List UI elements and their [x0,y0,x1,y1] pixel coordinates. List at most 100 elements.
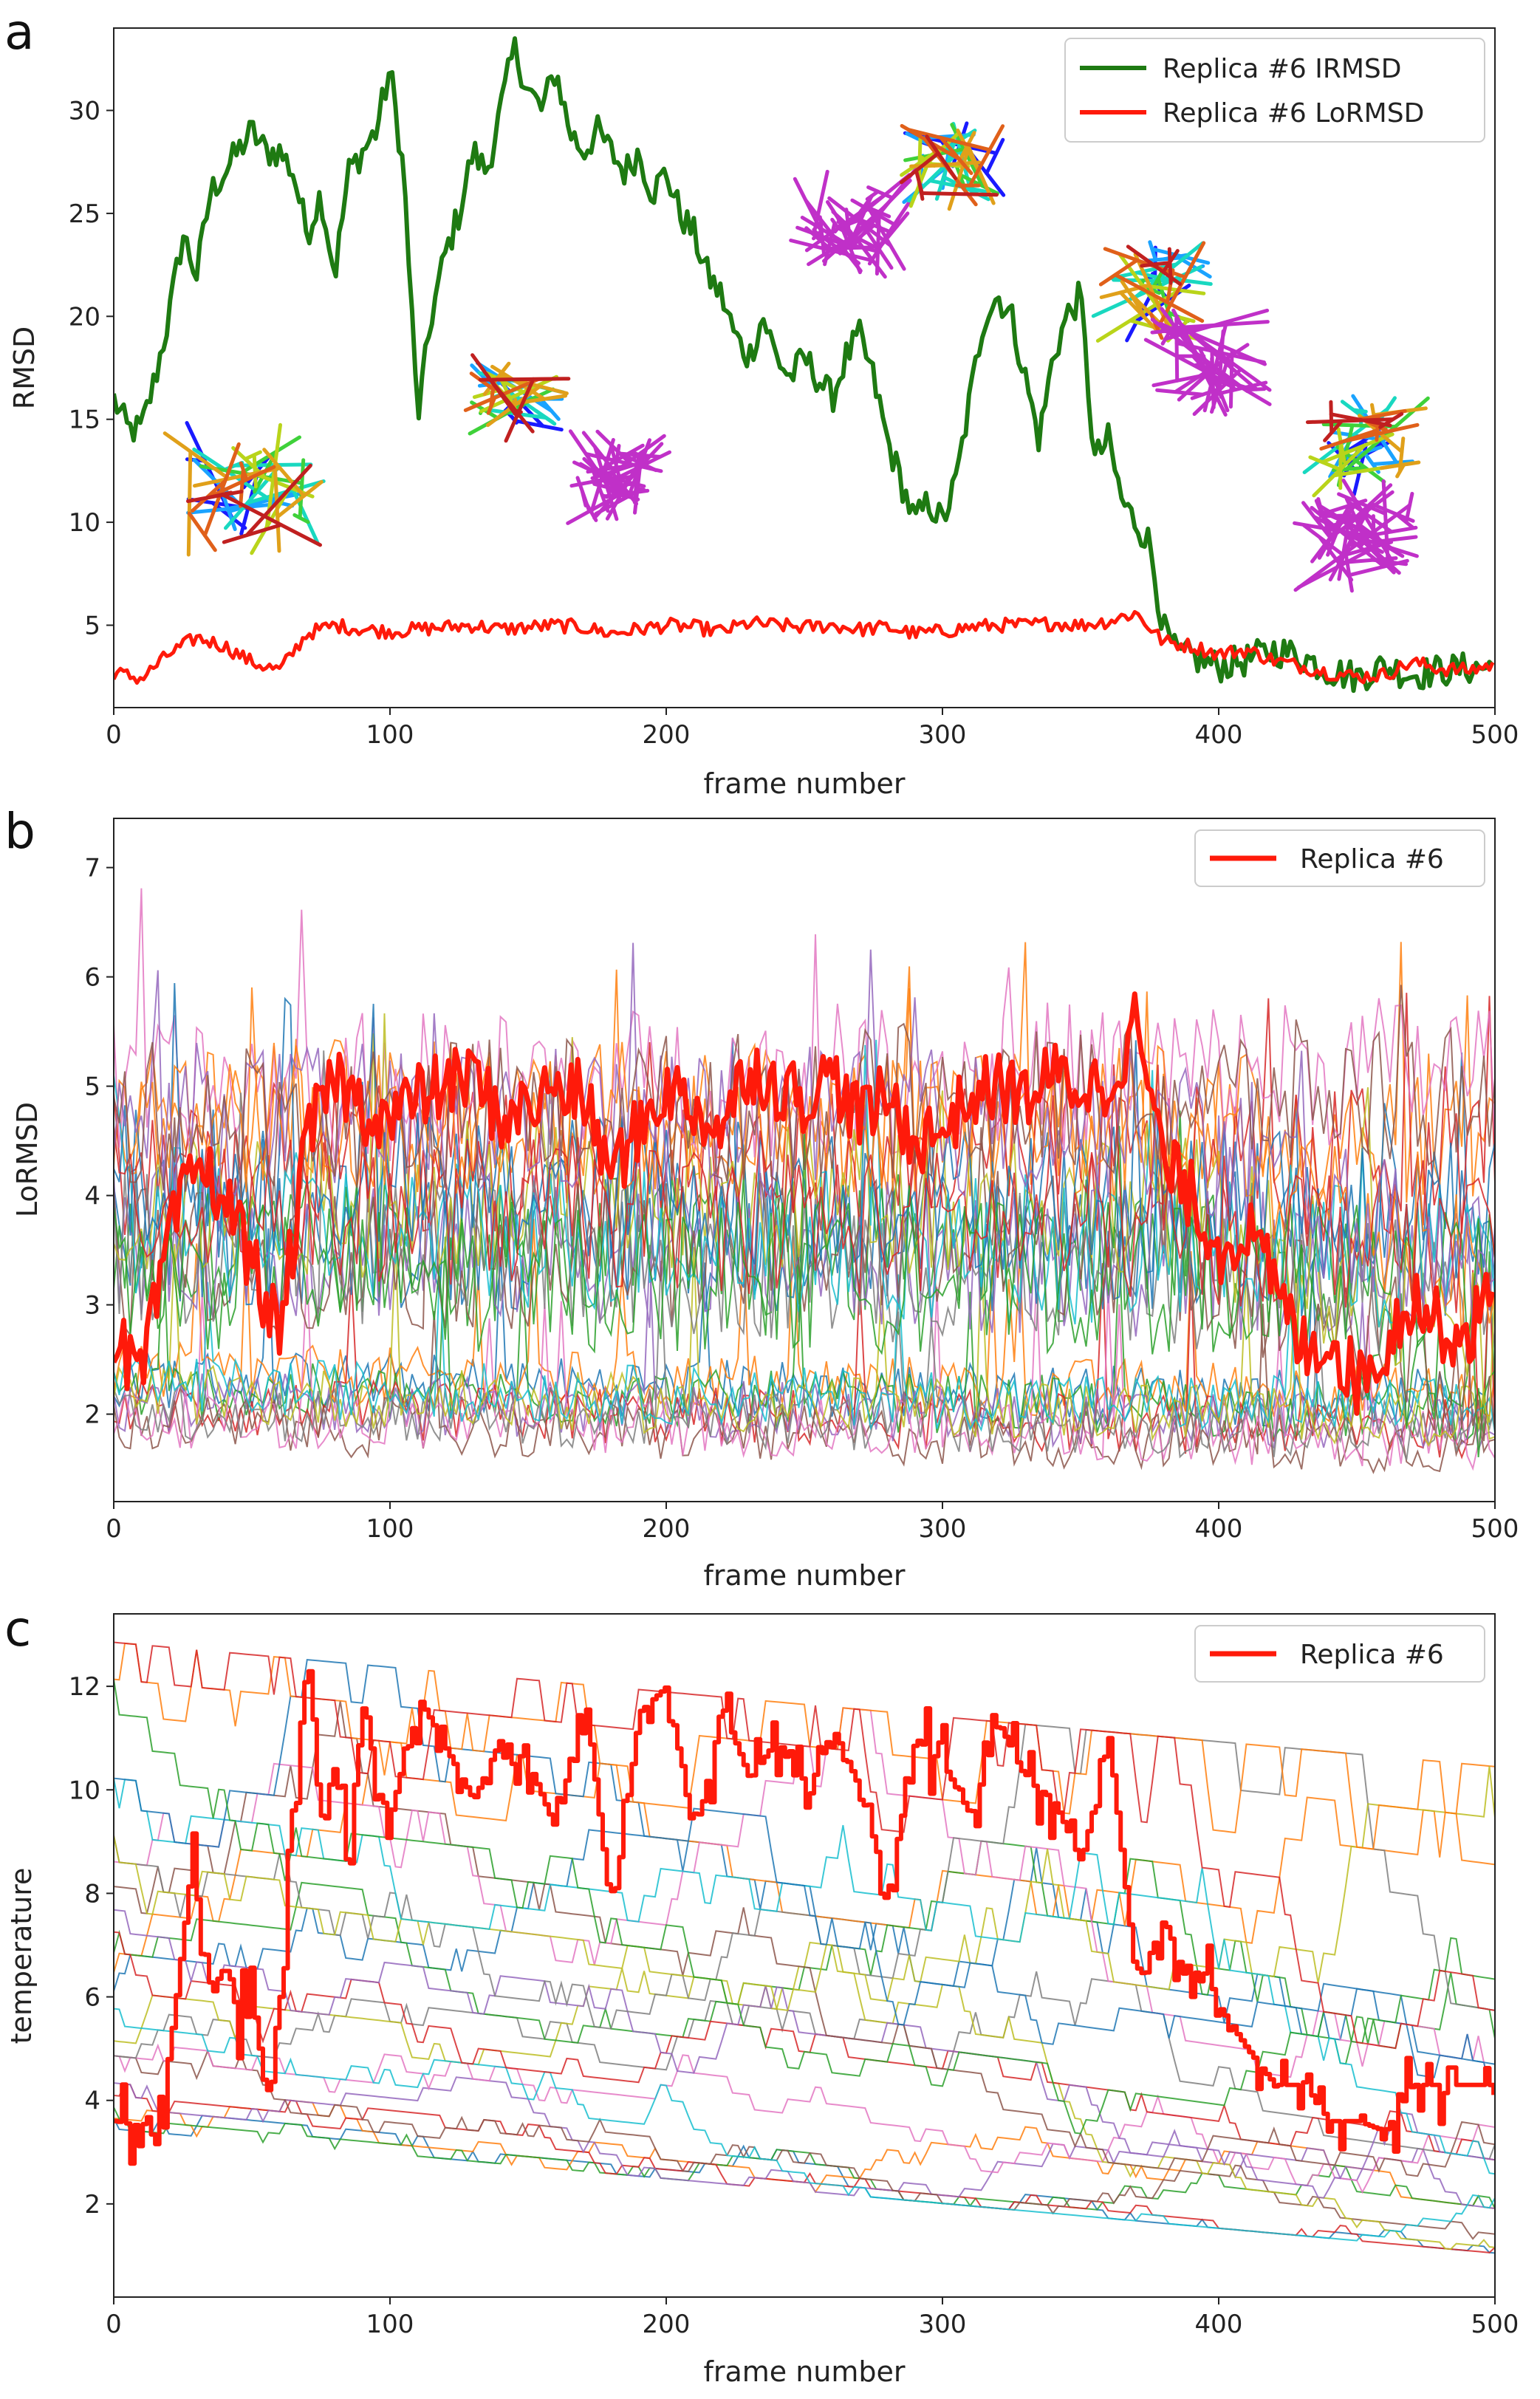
panel-b-legend: Replica #6 [1194,829,1485,887]
x-tick-label: 200 [643,1514,691,1544]
structure-segment [906,128,992,152]
structure-segment [1113,273,1205,323]
background-trace [114,1723,1495,2030]
x-tick-label: 0 [106,1514,122,1544]
background-trace [114,2083,1495,2253]
structure-segment [1381,479,1390,565]
structure-segment [478,377,571,382]
background-trace [114,2115,1495,2254]
series-irmsd-line [114,36,1495,694]
legend-box [1194,1625,1485,1683]
structure-segment [1358,408,1407,421]
structure-segment [866,185,894,200]
structure-segment [596,443,645,473]
structure-segment [919,191,999,197]
structure-segment [1136,252,1183,286]
x-tick-label: 500 [1471,1514,1519,1544]
legend-replica-label: Replica #6 [1300,1640,1444,1670]
structure-segment [1305,417,1395,425]
y-tick-label: 4 [84,2087,100,2116]
structure-segment [1347,500,1394,534]
structure-segment [1397,437,1406,474]
structure-segment [858,219,894,270]
structure-segment [852,234,887,279]
series-replica-line [114,1669,1495,2166]
panel-a-frame [113,27,1496,708]
y-tick-label: 2 [84,1400,100,1430]
panel-b-letter: b [4,803,35,860]
protein-structure [1293,478,1419,593]
x-tick-label: 100 [366,1514,414,1544]
background-trace [114,1707,1495,2088]
y-tick-label: 15 [69,405,100,435]
background-trace [114,1659,1495,2088]
structure-segment [968,124,1005,188]
panel-c-legend: Replica #6 [1194,1625,1485,1683]
y-tick-label: 30 [69,97,100,126]
structure-segment [1190,387,1221,400]
structure-segment [1308,455,1343,472]
structure-segment [900,143,948,177]
panel-b-series [114,991,1495,1416]
background-trace [114,2048,1495,2240]
panel-c-frame [113,1613,1496,2298]
panel-b-ylabel: LoRMSD [11,1102,44,1217]
background-trace [114,2076,1495,2209]
structure-segment [1344,550,1354,593]
structure-segment [1404,491,1414,524]
structure-segment [795,225,841,244]
structure-segment [186,449,193,557]
background-trace [114,1840,1495,2065]
background-trace [114,1266,1495,1434]
x-tick-label: 400 [1195,1514,1243,1544]
panel-b-xlabel: frame number [703,1559,905,1592]
structure-segment [1371,459,1414,466]
background-trace [114,1642,1495,1866]
x-tick-label: 400 [1195,720,1243,750]
protein-structure [899,121,1006,211]
y-tick-label: 6 [84,963,100,993]
structure-segment [595,429,633,466]
legend-box [1064,38,1485,143]
structure-segment [1310,506,1386,569]
structure-segment [488,377,535,434]
structure-segment [1312,443,1366,498]
structure-segment [812,169,829,236]
protein-structure [1091,240,1213,343]
background-trace [114,1077,1495,1442]
y-tick-label: 5 [84,1072,100,1102]
structure-segment [1320,432,1394,465]
structure-segment [612,478,623,499]
y-tick-label: 10 [69,508,100,538]
structure-segment [1346,535,1418,547]
background-trace [114,1700,1495,2177]
y-tick-label: 3 [84,1291,100,1321]
y-tick-label: 20 [69,302,100,332]
structure-segment [1337,511,1366,568]
structure-segment [804,198,863,273]
structure-segment [224,492,302,511]
panel-c-background-traces [114,1641,1495,2254]
protein-structure [566,429,671,525]
panel-c-ticks: 0 100 200 300 400 500 2 4 6 8 10 12 [69,1672,1519,2339]
structure-segment [244,463,312,538]
structure-segment [1210,352,1231,414]
structure-segment [1153,245,1157,278]
structure-segment [612,492,634,506]
structure-segment [1337,517,1351,581]
structure-segment [592,462,646,520]
panel-b: b 0 100 200 300 400 500 2 3 4 5 6 7 frame number Lo… [4,803,1519,1592]
structure-segment [623,454,658,473]
panel-c-xlabel: frame number [703,2355,905,2388]
structure-segment [1196,336,1272,392]
panel-a-ticks: 0 100 200 300 400 500 5 10 15 20 25 30 [69,97,1519,750]
structure-segment [1341,422,1420,443]
y-tick-label: 8 [84,1879,100,1909]
structure-segment [1394,512,1415,530]
structure-segment [1329,400,1334,435]
background-trace [114,982,1495,1279]
structure-segment [222,523,283,544]
y-tick-label: 7 [84,854,100,883]
protein-structure [1143,307,1272,417]
